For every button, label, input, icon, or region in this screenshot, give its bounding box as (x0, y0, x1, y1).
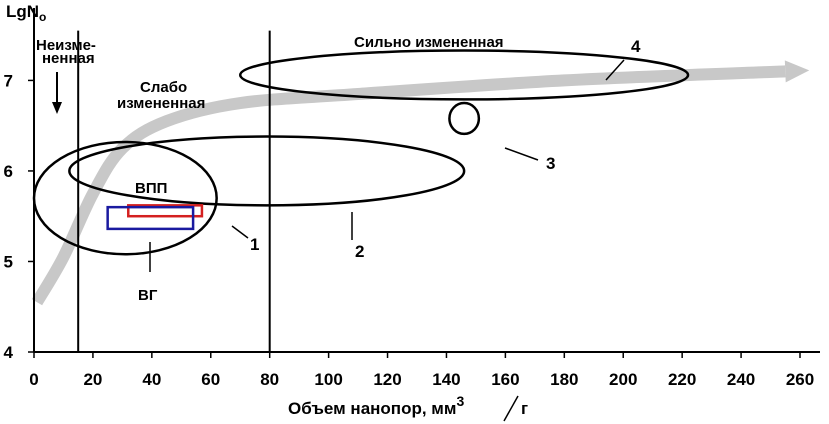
trend-arrow-body (31, 65, 786, 306)
region-label-4: 4 (631, 37, 641, 56)
zone-label-strong: Сильно измененная (354, 34, 504, 51)
x-tick-label: 240 (727, 370, 755, 389)
y-tick-label: 7 (4, 71, 13, 90)
x-tick-label: 140 (432, 370, 460, 389)
zone-label-unaltered: Неизме- (36, 37, 96, 54)
zone-label-unaltered: ненная (42, 50, 95, 67)
region-leader-3 (504, 147, 539, 161)
marks-layer (32, 49, 690, 272)
region-leader-4 (605, 59, 625, 81)
x-tick-label: 60 (201, 370, 220, 389)
y-axis-title-sub: o (39, 10, 46, 24)
unaltered-arrow-head (52, 102, 62, 114)
region-ellipse-2 (68, 135, 466, 207)
x-tick-label: 120 (373, 370, 401, 389)
x-axis-title-sup: 3 (456, 393, 464, 409)
trend-layer (31, 60, 810, 306)
region-label-1: 1 (250, 235, 259, 254)
x-tick-label: 20 (83, 370, 102, 389)
x-tick-label: 180 (550, 370, 578, 389)
region-ellipse-3 (448, 101, 481, 136)
x-tick-label: 260 (786, 370, 814, 389)
zone-label-weak: измененная (117, 95, 205, 112)
y-tick-label: 6 (4, 162, 13, 181)
x-tick-label: 100 (314, 370, 342, 389)
axes-layer (28, 8, 820, 358)
text-layer: 0 20 40 60 80 100 120 140 160 180 200 220 240 260 4 5 6 7… (4, 2, 814, 422)
y-tick-label: 5 (4, 252, 13, 271)
x-tick-label: 80 (260, 370, 279, 389)
zone-label-weak: Слабо (140, 79, 187, 96)
x-tick-label: 40 (142, 370, 161, 389)
box-label: ВПП (135, 180, 167, 197)
box-vpp (127, 204, 204, 218)
y-axis-title: LgNo (6, 2, 46, 24)
x-axis-title-slash (503, 395, 519, 422)
x-tick-label: 0 (29, 370, 38, 389)
x-axis-title: Объем нанопор, мм3 (288, 393, 464, 418)
box-label: ВГ (138, 287, 158, 304)
x-tick-label: 220 (668, 370, 696, 389)
y-tick-label: 4 (4, 343, 14, 362)
x-tick-label: 160 (491, 370, 519, 389)
x-tick-label: 200 (609, 370, 637, 389)
trend-arrow-head (784, 60, 810, 83)
region-label-2: 2 (355, 242, 364, 261)
region-ellipse-4 (238, 49, 690, 101)
x-axis-title-unit: г (521, 399, 528, 418)
region-leader-1 (231, 225, 249, 239)
region-label-3: 3 (546, 154, 555, 173)
region-ellipse-1 (32, 140, 218, 256)
box-vg (106, 205, 195, 231)
